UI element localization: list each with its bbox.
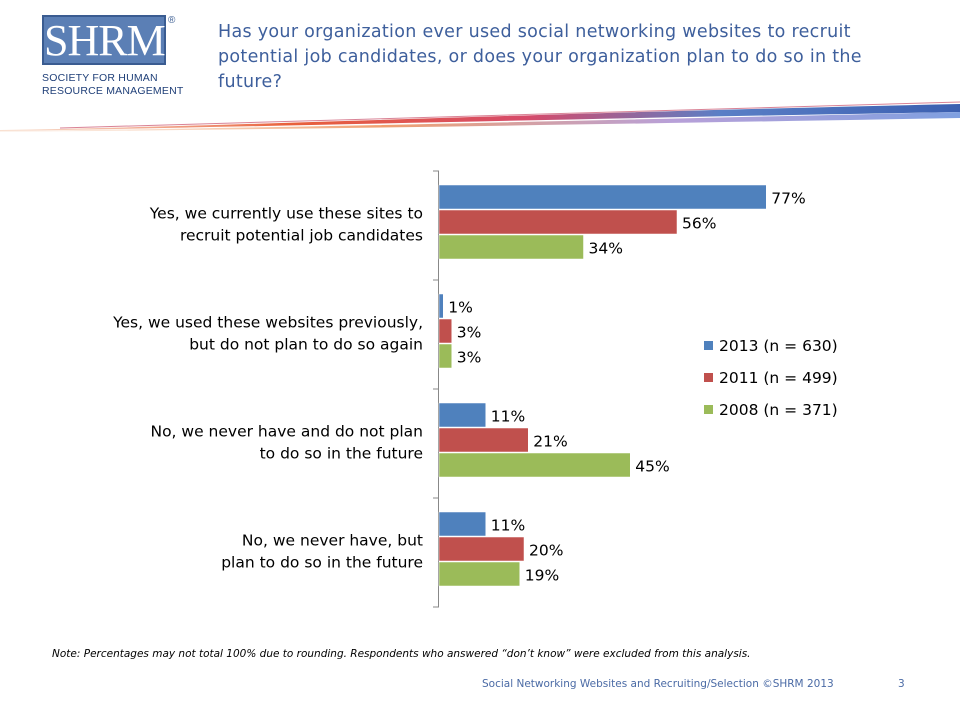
data-label: 19%: [525, 567, 559, 585]
bar-0-3: [438, 511, 486, 537]
bar-2-1: [438, 343, 452, 369]
bar-2-3: [438, 561, 520, 587]
data-label: 11%: [491, 408, 525, 426]
footer-text: Social Networking Websites and Recruitin…: [482, 678, 834, 690]
legend-label: 2013 (n = 630): [719, 337, 838, 355]
category-label-line: but do not plan to do so again: [189, 336, 423, 354]
legend-label: 2008 (n = 371): [719, 401, 838, 419]
bar-1-1: [438, 318, 452, 344]
decorative-swoosh: [0, 101, 960, 132]
data-label: 21%: [533, 433, 567, 451]
data-label: 3%: [457, 349, 482, 367]
bar-0-0: [438, 184, 767, 210]
data-label: 77%: [771, 190, 805, 208]
bar-2-2: [438, 452, 631, 478]
shrm-logo: SHRM ® SOCIETY FOR HUMAN RESOURCE MANAGE…: [42, 15, 192, 103]
category-label-line: No, we never have, but: [242, 532, 423, 550]
legend-label: 2011 (n = 499): [719, 369, 838, 387]
page-number: 3: [898, 678, 905, 690]
data-label: 3%: [457, 324, 482, 342]
category-label-line: Yes, we currently use these sites to: [149, 205, 423, 223]
chart-legend: 2013 (n = 630) 2011 (n = 499) 2008 (n = 37…: [704, 337, 838, 419]
bar-chart: Yes, we currently use these sites to recr…: [112, 170, 838, 608]
data-label: 56%: [682, 215, 716, 233]
logo-tagline-2: RESOURCE MANAGEMENT: [42, 85, 184, 97]
data-label: 20%: [529, 542, 563, 560]
bar-1-0: [438, 209, 678, 235]
legend-swatch: [704, 405, 713, 414]
category-label-line: plan to do so in the future: [221, 554, 423, 572]
logo-tagline-1: SOCIETY FOR HUMAN: [42, 72, 158, 84]
bar-0-1: [438, 293, 444, 319]
bar-1-3: [438, 536, 525, 562]
category-label: Yes, we currently use these sites to recr…: [149, 205, 423, 245]
category-label: No, we never have and do not plan to do s…: [150, 423, 423, 463]
data-label: 45%: [635, 458, 669, 476]
category-label: Yes, we used these websites previously, b…: [112, 314, 423, 354]
data-label: 1%: [448, 299, 473, 317]
category-label-line: No, we never have and do not plan: [150, 423, 423, 441]
legend-swatch: [704, 341, 713, 350]
category-label-line: recruit potential job candidates: [180, 227, 423, 245]
category-label-line: Yes, we used these websites previously,: [112, 314, 423, 332]
slide-title: Has your organization ever used social n…: [218, 22, 862, 92]
data-label: 11%: [491, 517, 525, 535]
category-label: No, we never have, but plan to do so in t…: [221, 532, 423, 572]
bar-0-2: [438, 402, 486, 428]
footnote: Note: Percentages may not total 100% due…: [52, 648, 751, 660]
logo-registered-mark: ®: [168, 15, 176, 26]
data-label: 34%: [589, 240, 623, 258]
legend-swatch: [704, 373, 713, 382]
bar-2-0: [438, 234, 584, 260]
category-label-line: to do so in the future: [260, 445, 423, 463]
bar-1-2: [438, 427, 529, 453]
logo-wordmark: SHRM: [42, 15, 166, 65]
